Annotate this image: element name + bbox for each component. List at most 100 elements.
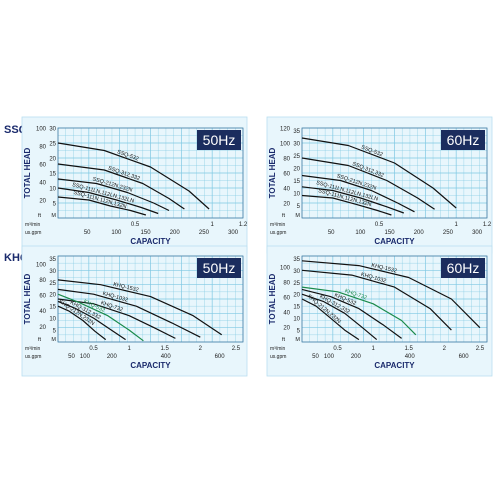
- xtick-gpm: 300: [472, 230, 483, 236]
- ytick-m: 25: [293, 281, 300, 287]
- ytick-m: 5: [53, 329, 57, 335]
- ytick-ft: 100: [36, 262, 47, 268]
- ytick-ft: 100: [280, 142, 291, 148]
- ytick-m: 10: [293, 192, 300, 198]
- xtick-gpm: 600: [215, 354, 226, 360]
- yunit-m: M: [295, 337, 300, 343]
- xtick-gpm: 250: [443, 230, 454, 236]
- xtick-m3: 1: [127, 346, 131, 352]
- xunit-gpm: us.gpm: [25, 354, 41, 360]
- ytick-ft: 120: [280, 127, 291, 133]
- ytick-ft: 20: [283, 202, 290, 208]
- xunit-gpm: us.gpm: [25, 230, 41, 236]
- xtick-gpm: 100: [355, 230, 366, 236]
- xtick-gpm: 50: [84, 230, 91, 236]
- y-axis-title: TOTAL HEAD: [23, 147, 32, 198]
- xtick-gpm: 150: [141, 230, 152, 236]
- series-line: [57, 142, 210, 210]
- frequency-label: 50Hz: [203, 260, 236, 276]
- ytick-ft: 100: [36, 127, 47, 133]
- ytick-m: 5: [297, 204, 301, 210]
- frequency-label: 60Hz: [447, 260, 480, 276]
- xtick-gpm: 100: [324, 354, 335, 360]
- chart-khq-50hz: 20 40 60 80 100 5 10 15 20 25 30 35 ft M 0.5 1 1.5 2 2.5 50…: [21, 245, 248, 377]
- yunit-m: M: [51, 213, 56, 219]
- xtick-gpm: 600: [459, 354, 470, 360]
- ytick-ft: 40: [283, 187, 290, 193]
- yunit-ft: ft: [38, 213, 42, 219]
- series-line: [57, 178, 170, 212]
- xtick-gpm: 50: [312, 354, 319, 360]
- ytick-ft: 20: [39, 325, 46, 331]
- ytick-m: 30: [49, 269, 56, 275]
- x-axis-title: CAPACITY: [130, 237, 171, 246]
- yunit-m: M: [295, 213, 300, 219]
- ytick-m: 35: [49, 257, 56, 263]
- series-line: [301, 137, 457, 209]
- plot-frame: [301, 127, 488, 219]
- ytick-m: 20: [293, 293, 300, 299]
- x-axis-title: CAPACITY: [374, 237, 415, 246]
- ytick-m: 5: [297, 329, 301, 335]
- ytick-m: 10: [49, 317, 56, 323]
- xtick-gpm: 300: [228, 230, 239, 236]
- xtick-gpm: 200: [107, 354, 118, 360]
- ytick-ft: 60: [39, 163, 46, 169]
- xunit-gpm: us.gpm: [270, 354, 286, 360]
- ytick-m: 20: [49, 157, 56, 163]
- xtick-m3: 1: [210, 222, 214, 228]
- series-line: [57, 305, 107, 341]
- ytick-m: 30: [49, 127, 56, 133]
- frequency-label: 50Hz: [203, 132, 236, 148]
- series-line: [301, 293, 378, 341]
- series-line: [57, 293, 144, 342]
- ytick-m: 30: [293, 142, 300, 148]
- chart-khq-60hz: 20 40 60 80 100 5 10 15 20 25 30 35 ft M 0.5 1 1.5 2 2.5 50…: [266, 245, 493, 377]
- series-label: KHQ-1532: [371, 263, 398, 275]
- ytick-ft: 60: [283, 172, 290, 178]
- y-axis-title: TOTAL HEAD: [268, 147, 277, 198]
- ytick-m: 35: [293, 257, 300, 263]
- series-line: [57, 196, 147, 216]
- series-line: [57, 187, 159, 215]
- ytick-m: 25: [49, 142, 56, 148]
- xtick-m3: 1.5: [405, 346, 414, 352]
- xtick-m3: 1: [371, 346, 375, 352]
- series-line: [57, 163, 185, 210]
- ytick-ft: 40: [283, 311, 290, 317]
- ytick-m: 15: [49, 305, 56, 311]
- ytick-m: 30: [293, 269, 300, 275]
- series-line: [57, 298, 176, 339]
- xunit-m3: m³/min: [270, 222, 285, 228]
- ytick-ft: 40: [39, 181, 46, 187]
- xtick-m3: 0.5: [89, 346, 98, 352]
- x-axis-title: CAPACITY: [374, 361, 415, 370]
- xunit-m3: m³/min: [270, 346, 285, 352]
- ytick-ft: 20: [39, 199, 46, 205]
- ytick-m: 5: [53, 202, 57, 208]
- y-axis-title: TOTAL HEAD: [23, 273, 32, 324]
- xtick-gpm: 100: [111, 230, 122, 236]
- series-line: [301, 194, 392, 216]
- series-line: [301, 269, 452, 331]
- ytick-m: 35: [293, 129, 300, 135]
- frequency-badge: [197, 258, 241, 278]
- xtick-m3: 1: [454, 222, 458, 228]
- series-line: [57, 300, 126, 341]
- xtick-gpm: 400: [161, 354, 172, 360]
- ytick-m: 25: [293, 154, 300, 160]
- xtick-gpm: 250: [199, 230, 210, 236]
- xtick-m3: 1.5: [161, 346, 170, 352]
- ytick-m: 10: [49, 187, 56, 193]
- ytick-m: 20: [49, 293, 56, 299]
- series-line: [301, 260, 481, 329]
- ytick-m: 10: [293, 317, 300, 323]
- xtick-m3: 2.5: [476, 346, 485, 352]
- ytick-ft: 80: [39, 145, 46, 151]
- xtick-gpm: 100: [80, 354, 91, 360]
- series-line: [301, 298, 360, 341]
- frequency-badge: [197, 130, 241, 150]
- series-line: [57, 279, 223, 336]
- ytick-ft: 40: [39, 309, 46, 315]
- ytick-m: 15: [293, 179, 300, 185]
